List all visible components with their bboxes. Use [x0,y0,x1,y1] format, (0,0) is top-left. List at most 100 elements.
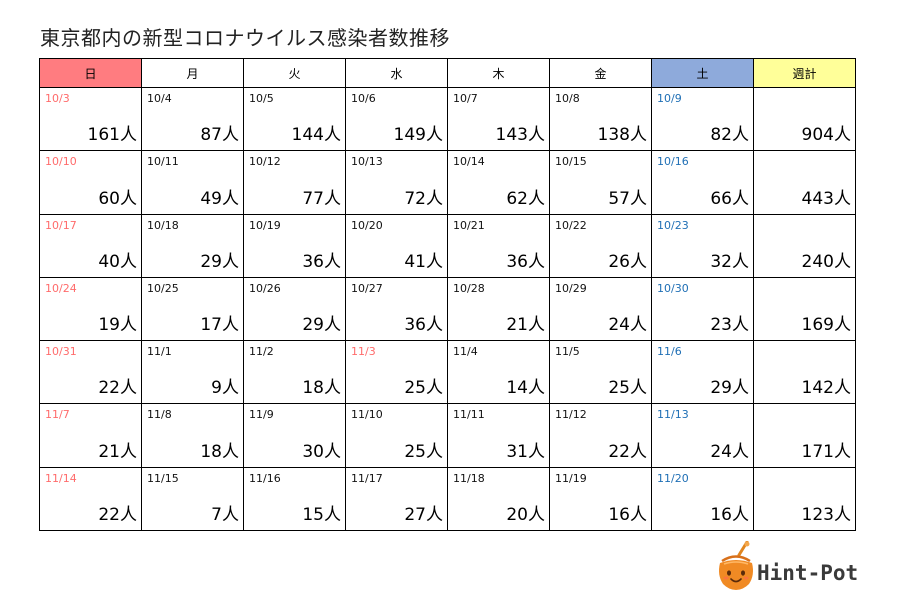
day-date: 10/13 [351,155,383,169]
day-count: 62人 [506,188,545,209]
day-count: 29人 [710,378,749,399]
day-cell: 10/16 66人 [651,150,754,215]
day-date: 11/14 [45,471,77,485]
day-count: 72人 [404,188,443,209]
weekly-total-count: 171人 [801,441,851,462]
day-cell: 11/4 14人 [447,340,550,405]
weekly-total-cell: 169人 [753,276,856,342]
day-date: 10/31 [45,345,77,359]
day-count: 60人 [98,188,137,209]
day-date: 10/29 [555,281,587,295]
week-row: 10/3 161人 10/4 87人 10/5 144人 10/6 149人 10/7 143人 1… [39,86,856,152]
day-count: 16人 [608,505,647,526]
week-row: 10/24 19人 10/25 17人 10/26 29人 10/27 36人 10/28 21人… [39,276,856,342]
day-count: 138人 [597,125,647,146]
day-count: 49人 [200,188,239,209]
day-date: 10/9 [657,92,682,105]
header-thursday: 木 [447,58,550,88]
weekly-total-cell: 240人 [753,213,856,278]
day-cell: 11/9 30人 [243,403,346,468]
week-row: 10/31 22人 11/1 9人 11/2 18人 11/3 25人 11/4 14人 11/5 2… [39,340,856,405]
day-date: 11/20 [657,471,689,485]
day-cell: 10/11 49人 [141,150,244,215]
day-date: 10/8 [555,92,580,105]
day-date: 10/23 [657,218,689,232]
day-date: 10/3 [45,92,70,105]
day-cell: 10/20 41人 [345,213,448,278]
day-cell: 11/14 22人 [39,466,142,532]
weekly-total-cell: 142人 [753,340,856,405]
day-count: 16人 [710,505,749,526]
day-cell: 10/5 144人 [243,86,346,152]
day-cell: 10/25 17人 [141,276,244,342]
header-row: 日 月 火 水 木 金 土 週計 [39,58,856,88]
day-cell: 11/19 16人 [549,466,652,532]
weekly-total-count: 443人 [801,188,851,209]
day-count: 36人 [506,251,545,272]
day-date: 10/10 [45,155,77,169]
day-date: 10/27 [351,281,383,295]
day-date: 10/15 [555,155,587,169]
day-date: 10/20 [351,218,383,232]
day-date: 11/9 [249,408,274,422]
day-cell: 11/5 25人 [549,340,652,405]
day-date: 11/7 [45,408,70,422]
day-cell: 10/15 57人 [549,150,652,215]
week-row: 11/14 22人 11/15 7人 11/16 15人 11/17 27人 11/18 20人 1… [39,466,856,532]
day-date: 10/14 [453,155,485,169]
day-cell: 11/10 25人 [345,403,448,468]
header-sunday: 日 [39,58,142,88]
day-cell: 10/29 24人 [549,276,652,342]
day-count: 18人 [302,378,341,399]
week-row: 10/17 40人 10/18 29人 10/19 36人 10/20 41人 10/21 36人… [39,213,856,278]
day-cell: 11/18 20人 [447,466,550,532]
week-row: 11/7 21人 11/8 18人 11/9 30人 11/10 25人 11/11 31人 11/… [39,403,856,468]
day-date: 10/21 [453,218,485,232]
day-count: 21人 [98,441,137,462]
weekly-total-count: 240人 [801,251,851,272]
day-cell: 11/20 16人 [651,466,754,532]
header-friday: 金 [549,58,652,88]
day-date: 11/12 [555,408,587,422]
day-cell: 11/11 31人 [447,403,550,468]
day-cell: 10/23 32人 [651,213,754,278]
day-cell: 10/4 87人 [141,86,244,152]
day-count: 24人 [710,441,749,462]
day-date: 11/2 [249,345,274,359]
day-count: 143人 [495,125,545,146]
day-count: 25人 [404,378,443,399]
day-date: 11/10 [351,408,383,422]
day-cell: 10/24 19人 [39,276,142,342]
day-cell: 10/27 36人 [345,276,448,342]
weekly-total-cell: 123人 [753,466,856,532]
day-count: 20人 [506,505,545,526]
day-count: 27人 [404,505,443,526]
day-cell: 11/16 15人 [243,466,346,532]
day-cell: 10/8 138人 [549,86,652,152]
day-count: 22人 [98,505,137,526]
header-wednesday: 水 [345,58,448,88]
page-title: 東京都内の新型コロナウイルス感染者数推移 [40,26,450,50]
day-cell: 10/14 62人 [447,150,550,215]
day-date: 10/24 [45,281,77,295]
day-date: 11/1 [147,345,172,359]
day-date: 10/7 [453,92,478,105]
day-cell: 10/17 40人 [39,213,142,278]
day-count: 22人 [98,378,137,399]
day-cell: 10/31 22人 [39,340,142,405]
day-count: 23人 [710,315,749,336]
day-date: 10/4 [147,92,172,105]
day-count: 14人 [506,378,545,399]
day-count: 82人 [710,125,749,146]
day-date: 10/30 [657,281,689,295]
day-date: 11/16 [249,471,281,485]
weekly-total-cell: 171人 [753,403,856,468]
day-count: 9人 [211,378,239,399]
day-cell: 10/30 23人 [651,276,754,342]
day-count: 66人 [710,188,749,209]
weekly-total-count: 142人 [801,378,851,399]
day-cell: 11/7 21人 [39,403,142,468]
day-cell: 10/10 60人 [39,150,142,215]
day-cell: 11/1 9人 [141,340,244,405]
day-count: 87人 [200,125,239,146]
